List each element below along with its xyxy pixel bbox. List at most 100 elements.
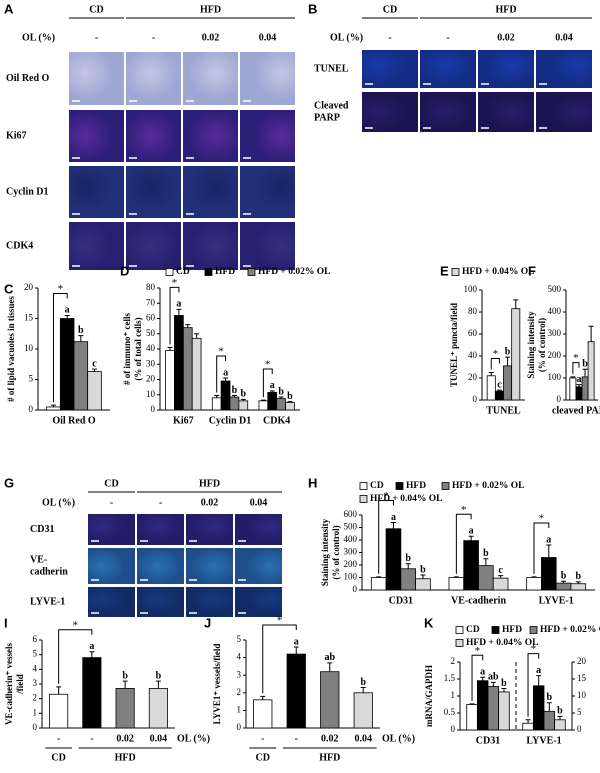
bar — [285, 401, 295, 411]
dose: - — [110, 497, 113, 508]
bar — [385, 528, 402, 591]
bar — [238, 400, 249, 411]
dose-label: OL (%) — [330, 32, 363, 43]
y-tick-label: 0 — [237, 722, 242, 732]
y-tick-label: 100 — [548, 372, 562, 382]
bar — [476, 680, 489, 731]
y-tick-label: 0.5 — [444, 707, 456, 717]
error-bar — [505, 356, 511, 366]
bar — [87, 371, 102, 411]
bar — [253, 699, 273, 729]
significance-bracket — [378, 500, 394, 574]
y-tick-label: 20 — [146, 374, 156, 384]
legend-label: HFD + 0.04% OL — [462, 267, 534, 277]
significance-bracket — [58, 629, 93, 684]
bar — [415, 578, 431, 591]
x-tick-label: - — [57, 733, 60, 744]
y-tick-label: 10 — [24, 343, 34, 353]
y-tick-label: 1 — [237, 704, 242, 714]
micrograph — [88, 587, 135, 617]
legend-swatch — [359, 482, 368, 490]
bar — [526, 577, 542, 591]
y-tick-label: 600 — [344, 509, 358, 519]
bar — [320, 671, 340, 729]
row-label: TUNEL — [314, 63, 349, 74]
y-axis-label: TUNEL⁺ puncta/field — [449, 303, 459, 387]
bar — [353, 692, 373, 729]
bar — [191, 337, 202, 411]
group-letter: b — [78, 325, 84, 336]
error-bar — [588, 325, 594, 342]
panel-letter: G — [4, 475, 14, 490]
dose: 0.04 — [250, 497, 268, 508]
significance: * — [461, 504, 467, 516]
y-axis-label: Staining intensity — [526, 311, 536, 379]
dose-label: OL (%) — [22, 32, 55, 43]
panel-letter: D — [120, 263, 129, 278]
micrograph — [137, 514, 184, 545]
x-tick-label: CD31 — [476, 735, 500, 746]
error-bar — [260, 399, 266, 401]
significance-bracket — [572, 362, 580, 374]
group-label: CD — [51, 752, 65, 763]
x-tick-label: 0.04 — [150, 733, 168, 744]
y-tick-label: 0 — [151, 404, 156, 414]
micrograph — [126, 110, 181, 162]
bar — [522, 722, 534, 731]
significance-bracket — [490, 358, 500, 370]
group-letter: b — [405, 553, 411, 564]
significance: * — [383, 490, 389, 502]
micrograph — [186, 587, 233, 617]
legend-label: HFD — [502, 625, 522, 635]
bar — [174, 315, 184, 411]
bar — [555, 582, 572, 591]
bar — [541, 557, 557, 591]
error-bar — [501, 688, 507, 692]
y-axis-label: mRNA/GAPDH — [424, 665, 434, 727]
dose: - — [446, 32, 449, 43]
group-label: HFD — [495, 4, 516, 15]
error-bar — [155, 680, 161, 689]
group-letter: b — [557, 706, 563, 717]
y-tick-label: 400 — [344, 534, 358, 544]
legend-label: CD — [466, 625, 480, 635]
significance: * — [58, 283, 64, 295]
row-label: VE- — [30, 554, 47, 565]
group-letter: b — [505, 346, 511, 357]
group-letter: b — [483, 548, 489, 559]
group-letter: b — [278, 386, 284, 397]
legend-swatch — [455, 639, 464, 647]
y-tick-label: 3 — [237, 669, 242, 679]
group-letter: b — [501, 678, 507, 689]
group-letter: b — [547, 692, 553, 703]
group-label: HFD — [200, 4, 221, 15]
y-tick-label: 1 — [33, 707, 38, 717]
group-letter: b — [241, 389, 247, 400]
micrograph — [536, 92, 592, 132]
legend-swatch — [529, 626, 538, 634]
error-bar — [536, 675, 542, 686]
error-bar — [260, 695, 266, 700]
group-letter: b — [576, 571, 582, 582]
x-axis-label: OL (%) — [382, 733, 415, 744]
row-label: CDK4 — [6, 240, 33, 251]
error-bar — [214, 395, 220, 398]
group-letter: b — [561, 571, 567, 582]
error-bar — [557, 715, 563, 720]
group-letter: c — [497, 379, 502, 390]
x-tick-label: CD31 — [389, 595, 413, 606]
y-axis-label: LYVE1⁺ vessels/field — [212, 644, 222, 725]
dose: 0.02 — [497, 32, 515, 43]
x-tick-label: Ki67 — [173, 415, 194, 426]
y-tick-label: 2 — [237, 687, 242, 697]
panel-letter: J — [204, 615, 211, 630]
micrograph — [183, 222, 238, 270]
y-axis-label: # of lipid vacuoles in tissues — [6, 296, 16, 402]
micrograph — [240, 166, 295, 218]
group-label: HFD — [319, 752, 340, 763]
significance-bracket — [471, 654, 484, 701]
micrograph — [183, 166, 238, 218]
panel-letter: C — [4, 281, 14, 296]
bar — [581, 376, 589, 401]
y-axis-label: (% of control) — [331, 525, 341, 579]
